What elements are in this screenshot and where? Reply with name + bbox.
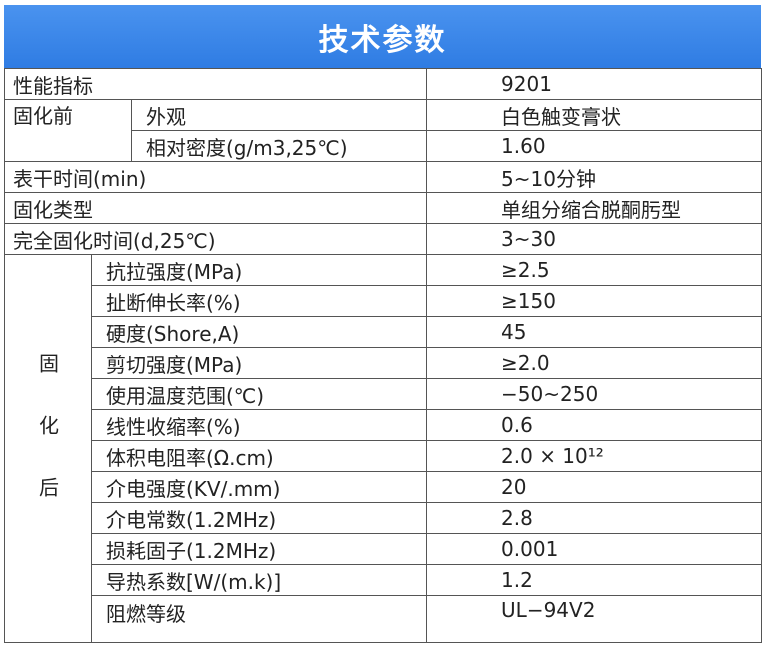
group-label: 固化后 xyxy=(35,353,60,539)
param-label: 导热系数[W/(m.k)] xyxy=(90,564,428,596)
param-label: 介电常数(1.2MHz) xyxy=(90,502,428,534)
table-row: 性能指标 9201 xyxy=(3,68,763,100)
param-value: 1.60 xyxy=(426,130,763,162)
table-row: 相对密度(g/m3,25℃) 1.60 xyxy=(5,130,763,162)
param-value: 1.2 xyxy=(426,564,763,596)
param-value: 3~30 xyxy=(426,223,763,255)
param-label: 性能指标 xyxy=(3,68,428,100)
param-label: 完全固化时间(d,25℃) xyxy=(3,223,428,255)
param-label: 剪切强度(MPa) xyxy=(90,347,428,379)
table-row: 表干时间(min) 5~10分钟 xyxy=(3,161,763,193)
table-row: 导热系数[W/(m.k)] 1.2 xyxy=(5,564,763,596)
param-value: 单组分缩合脱酮肟型 xyxy=(426,192,763,224)
param-value: 20 xyxy=(426,471,763,503)
param-value: 白色触变膏状 xyxy=(426,99,763,131)
table-row: 硬度(Shore,A) 45 xyxy=(5,316,763,348)
table-row: 固化后 抗拉强度(MPa) ≥2.5 xyxy=(4,254,763,643)
table-row: 固化类型 单组分缩合脱酮肟型 xyxy=(3,192,763,224)
param-label: 损耗固子(1.2MHz) xyxy=(90,533,428,565)
table-row: 介电强度(KV/.mm) 20 xyxy=(5,471,763,503)
param-label: 表干时间(min) xyxy=(3,161,428,193)
param-label: 硬度(Shore,A) xyxy=(90,316,428,348)
param-value: 0.6 xyxy=(426,409,763,441)
param-value: ≥150 xyxy=(426,285,763,317)
table-row: 扯断伸长率(%) ≥150 xyxy=(5,285,763,317)
param-label: 使用温度范围(℃) xyxy=(90,378,428,410)
param-value: 0.001 xyxy=(426,533,763,565)
param-value: 45 xyxy=(426,316,763,348)
param-value: ≥2.5 xyxy=(426,254,763,286)
table-row: 阻燃等级 UL−94V2 xyxy=(5,595,763,643)
table-row: 剪切强度(MPa) ≥2.0 xyxy=(5,347,763,379)
param-value: UL−94V2 xyxy=(426,595,763,643)
group-label: 固化后 xyxy=(4,254,92,643)
table-row: 完全固化时间(d,25℃) 3~30 xyxy=(3,223,763,255)
param-value: 2.8 xyxy=(426,502,763,534)
header-title: 技术参数 xyxy=(4,5,761,68)
param-label: 固化类型 xyxy=(3,192,428,224)
table-row: 体积电阻率(Ω.cm) 2.0 × 10¹² xyxy=(5,440,763,472)
group-label: 固化前 xyxy=(4,99,132,162)
param-label: 体积电阻率(Ω.cm) xyxy=(90,440,428,472)
param-value: ≥2.0 xyxy=(426,347,763,379)
param-value: 5~10分钟 xyxy=(426,161,763,193)
param-label: 抗拉强度(MPa) xyxy=(90,254,428,286)
table-row: 固化前 外观 白色触变膏状 xyxy=(4,99,763,162)
param-value: −50~250 xyxy=(426,378,763,410)
table-row: 使用温度范围(℃) −50~250 xyxy=(5,378,763,410)
table-row: 损耗固子(1.2MHz) 0.001 xyxy=(5,533,763,565)
param-label: 相对密度(g/m3,25℃) xyxy=(130,130,428,162)
param-value: 2.0 × 10¹² xyxy=(426,440,763,472)
param-label: 介电强度(KV/.mm) xyxy=(90,471,428,503)
spec-table: 性能指标 9201 固化前 外观 白色触变膏状 相对密度(g/m3,25℃) 1.60 表干时… xyxy=(3,68,763,643)
param-label: 线性收缩率(%) xyxy=(90,409,428,441)
param-label: 扯断伸长率(%) xyxy=(90,285,428,317)
table-row: 线性收缩率(%) 0.6 xyxy=(5,409,763,441)
param-label: 外观 xyxy=(130,99,428,131)
param-label: 阻燃等级 xyxy=(90,595,428,643)
param-value: 9201 xyxy=(426,68,763,100)
table-row: 介电常数(1.2MHz) 2.8 xyxy=(5,502,763,534)
